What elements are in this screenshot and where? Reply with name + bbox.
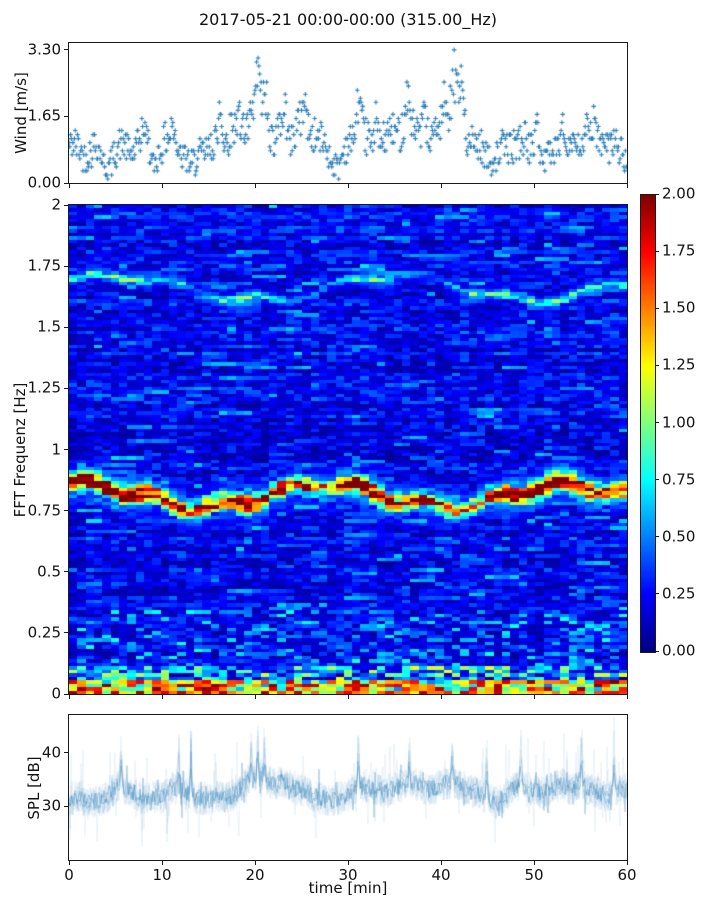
time-xtick-label: 0 [64,866,74,884]
colorbar-tick-label: 1.25 [662,355,696,374]
tick-mark [626,861,628,865]
figure-title: 2017-05-21 00:00-00:00 (315.00_Hz) [198,10,498,29]
spl-line-canvas [69,715,627,860]
tick-mark [254,695,256,699]
tick-mark [64,449,68,450]
tick-mark [347,861,349,865]
spec-ytick-label: 1 [51,440,61,458]
tick-mark [626,184,628,188]
tick-mark [655,422,659,423]
tick-mark [440,861,442,865]
colorbar-tick-label: 0.25 [662,584,696,603]
tick-mark [655,307,659,309]
colorbar-tick-label: 0.75 [662,470,696,489]
tick-mark [655,650,659,652]
time-axis-label: time [min] [308,879,388,897]
spl-axis-label: SPL [dB] [25,756,43,820]
spectrogram-axes [68,204,628,695]
tick-mark [64,49,68,51]
colorbar-tick-label: 2.00 [662,184,696,203]
tick-mark [655,479,659,481]
spectrogram-canvas [69,205,627,694]
wind-scatter-canvas [69,43,627,183]
tick-mark [254,184,256,188]
tick-mark [626,695,628,699]
spec-ytick-label: 0 [51,684,61,703]
tick-mark [64,387,68,389]
colorbar-tick-label: 0.00 [662,641,696,660]
spec-ytick-label: 1.25 [27,378,61,397]
tick-mark [64,326,68,328]
tick-mark [64,182,68,184]
tick-mark [655,193,659,195]
tick-mark [64,204,68,206]
tick-mark [533,695,535,699]
tick-mark [64,693,68,695]
spec-ytick-label: 1.5 [37,317,61,336]
time-xtick-label: 10 [152,866,172,884]
spec-ytick-label: 0.5 [37,562,61,581]
spl-ytick-label: 30 [41,796,61,815]
tick-mark [655,364,659,366]
time-xtick-label: 20 [245,866,265,884]
tick-mark [533,861,535,865]
tick-mark [68,695,70,699]
colorbar-tick-label: 0.50 [662,527,696,546]
tick-mark [64,115,68,117]
spec-ytick-label: 0.25 [27,623,61,642]
tick-mark [655,536,659,538]
wind-ytick-label: 3.30 [27,40,61,59]
spec-ytick-label: 1.75 [27,256,61,275]
tick-mark [254,861,256,865]
tick-mark [64,571,68,573]
tick-mark [440,184,442,188]
tick-mark [68,184,70,188]
tick-mark [64,265,68,267]
tick-mark [64,510,68,512]
wind-plot-axes [68,42,628,184]
time-xtick-label: 40 [431,866,451,884]
wind-ytick-label: 0.00 [27,173,61,192]
colorbar-tick-label: 1.00 [662,413,696,431]
tick-mark [64,805,68,807]
spl-plot-axes [68,714,628,861]
colorbar-canvas [641,195,655,652]
tick-mark [440,695,442,699]
tick-mark [64,632,68,634]
tick-mark [347,695,349,699]
time-xtick-label: 50 [524,866,544,884]
colorbar-tick-label: 1.50 [662,298,696,317]
tick-mark [347,184,349,188]
tick-mark [161,861,163,865]
tick-mark [161,695,163,699]
wind-ytick-label: 1.65 [27,106,61,125]
tick-mark [64,752,68,754]
colorbar-tick-label: 1.75 [662,241,696,260]
tick-mark [655,593,659,595]
tick-mark [533,184,535,188]
colorbar [640,194,656,653]
tick-mark [655,250,659,252]
tick-mark [161,184,163,188]
spec-ytick-label: 2 [51,195,61,214]
spl-ytick-label: 40 [41,743,61,762]
time-xtick-label: 30 [338,866,358,884]
spectrogram-axis-label: FFT Frequenz [Hz] [11,382,29,518]
tick-mark [68,861,70,865]
time-xtick-label: 60 [617,866,637,884]
spec-ytick-label: 0.75 [27,501,61,520]
